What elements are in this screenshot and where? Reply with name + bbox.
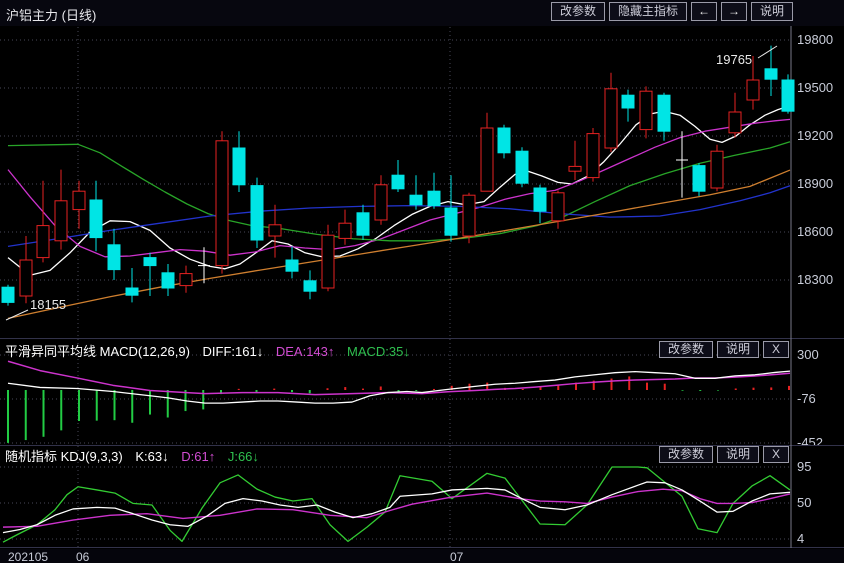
svg-text:19500: 19500: [797, 80, 833, 95]
svg-text:-76: -76: [797, 391, 816, 406]
help-button[interactable]: 说明: [750, 2, 793, 21]
change-params-button[interactable]: 改参数: [550, 2, 605, 21]
macd-value: MACD:35↓: [347, 344, 410, 359]
k-value: K:63↓: [135, 449, 169, 464]
macd-header: 平滑异同平均线 MACD(12,26,9) DIFF:161↓ DEA:143↑…: [5, 341, 419, 360]
top-header-bar: 沪铝主力 (日线) 改参数 隐藏主指标 ← → 说明: [0, 0, 844, 27]
svg-text:18300: 18300: [797, 272, 833, 287]
header-button-group: 改参数 隐藏主指标 ← → 说明: [550, 2, 793, 21]
diff-value: DIFF:161↓: [202, 344, 264, 359]
svg-text:18900: 18900: [797, 176, 833, 191]
kdj-title: 随机指标 KDJ(9,3,3): [5, 449, 123, 464]
date-label-may: 202105: [8, 550, 49, 563]
date-label-june: 06: [76, 550, 90, 563]
d-value: D:61↑: [181, 449, 216, 464]
date-axis-bar[interactable]: 202105 06 07: [0, 549, 844, 563]
kdj-close-button[interactable]: X: [762, 446, 789, 463]
macd-help-button[interactable]: 说明: [716, 341, 759, 358]
main-chart-canvas[interactable]: 19800 19500 19200 18900 18600 18300 19765 18155: [0, 26, 844, 338]
next-arrow-button[interactable]: →: [720, 2, 747, 21]
date-label-july: 07: [450, 550, 464, 563]
svg-text:19800: 19800: [797, 32, 833, 47]
j-value: J:66↓: [227, 449, 259, 464]
prev-arrow-button[interactable]: ←: [690, 2, 717, 21]
svg-text:19765: 19765: [716, 52, 752, 67]
macd-button-group: 改参数 说明 X: [658, 341, 789, 358]
kdj-header: 随机指标 KDJ(9,3,3) K:63↓ D:61↑ J:66↓: [5, 446, 268, 465]
svg-text:300: 300: [797, 347, 819, 362]
dea-value: DEA:143↑: [275, 344, 335, 359]
svg-text:50: 50: [797, 495, 811, 510]
svg-text:-452: -452: [797, 435, 823, 445]
instrument-title: 沪铝主力 (日线): [6, 8, 97, 23]
kdj-button-group: 改参数 说明 X: [658, 446, 789, 463]
svg-text:18155: 18155: [30, 297, 66, 312]
svg-text:4: 4: [797, 531, 804, 546]
svg-text:18600: 18600: [797, 224, 833, 239]
hide-main-indicator-button[interactable]: 隐藏主指标: [608, 2, 687, 21]
svg-text:95: 95: [797, 459, 811, 474]
kdj-change-params-button[interactable]: 改参数: [658, 446, 713, 463]
macd-title: 平滑异同平均线 MACD(12,26,9): [5, 344, 190, 359]
macd-change-params-button[interactable]: 改参数: [658, 341, 713, 358]
macd-close-button[interactable]: X: [762, 341, 789, 358]
kdj-help-button[interactable]: 说明: [716, 446, 759, 463]
svg-text:19200: 19200: [797, 128, 833, 143]
